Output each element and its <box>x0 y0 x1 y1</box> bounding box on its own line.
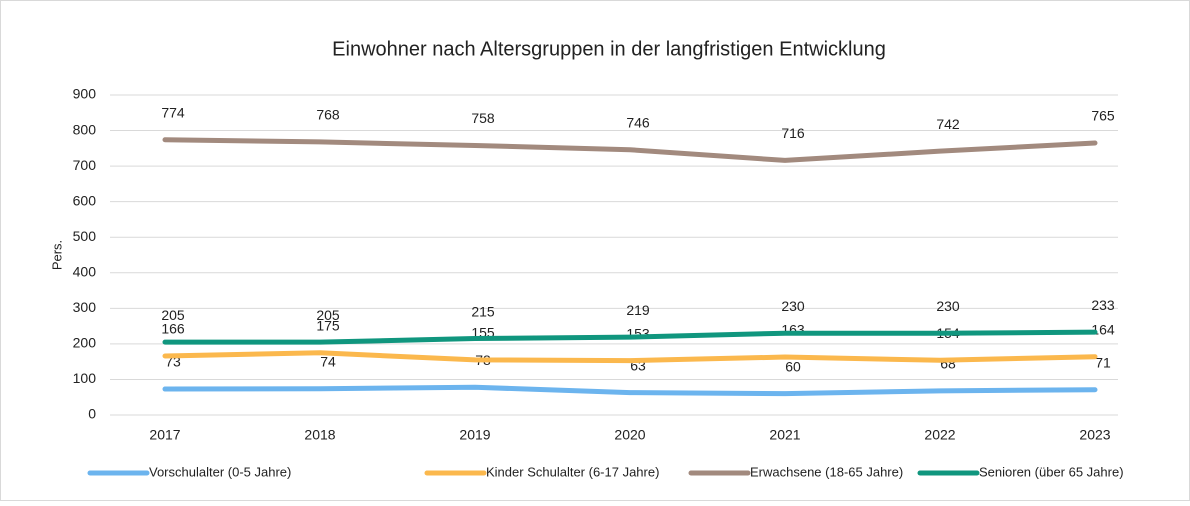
x-tick-label: 2021 <box>769 427 800 443</box>
data-label: 768 <box>316 107 340 123</box>
data-label: 233 <box>1091 297 1115 313</box>
x-tick-label: 2022 <box>924 427 955 443</box>
y-tick-label: 300 <box>73 299 97 315</box>
y-tick-label: 0 <box>88 406 96 422</box>
legend-label: Kinder Schulalter (6-17 Jahre) <box>486 464 659 479</box>
data-label: 230 <box>781 298 805 314</box>
data-label: 230 <box>936 298 960 314</box>
y-tick-label: 200 <box>73 335 97 351</box>
y-tick-label: 500 <box>73 228 97 244</box>
series-line <box>162 137 1098 163</box>
y-axis-label: Pers. <box>49 240 64 270</box>
data-label: 758 <box>471 110 495 126</box>
data-label: 60 <box>785 358 801 374</box>
data-label: 166 <box>161 321 185 337</box>
data-label: 765 <box>1091 108 1115 124</box>
y-tick-label: 700 <box>73 157 97 173</box>
data-label: 164 <box>1091 321 1115 337</box>
y-tick-label: 100 <box>73 370 97 386</box>
y-tick-label: 400 <box>73 263 97 279</box>
data-label: 716 <box>781 125 805 141</box>
x-tick-label: 2020 <box>614 427 645 443</box>
y-tick-label: 800 <box>73 121 97 137</box>
legend-label: Senioren (über 65 Jahre) <box>979 464 1124 479</box>
data-label: 205 <box>316 307 340 323</box>
data-label: 746 <box>626 114 650 130</box>
data-label: 774 <box>161 105 185 121</box>
series-line <box>162 384 1098 397</box>
data-label: 215 <box>471 303 495 319</box>
data-label: 74 <box>320 353 336 369</box>
data-label: 742 <box>936 116 960 132</box>
legend-label: Vorschulalter (0-5 Jahre) <box>149 464 291 479</box>
data-label: 175 <box>316 317 340 333</box>
x-tick-label: 2019 <box>459 427 490 443</box>
y-tick-label: 600 <box>73 192 97 208</box>
x-tick-label: 2018 <box>304 427 335 443</box>
series-line <box>162 350 1098 364</box>
data-label: 71 <box>1095 354 1111 370</box>
chart-title: Einwohner nach Altersgruppen in der lang… <box>332 38 886 60</box>
data-label: 219 <box>626 302 650 318</box>
x-tick-label: 2017 <box>149 427 180 443</box>
series-line <box>162 329 1098 345</box>
x-tick-label: 2023 <box>1079 427 1110 443</box>
data-label: 205 <box>161 307 185 323</box>
legend-label: Erwachsene (18-65 Jahre) <box>750 464 903 479</box>
y-tick-label: 900 <box>73 86 97 102</box>
